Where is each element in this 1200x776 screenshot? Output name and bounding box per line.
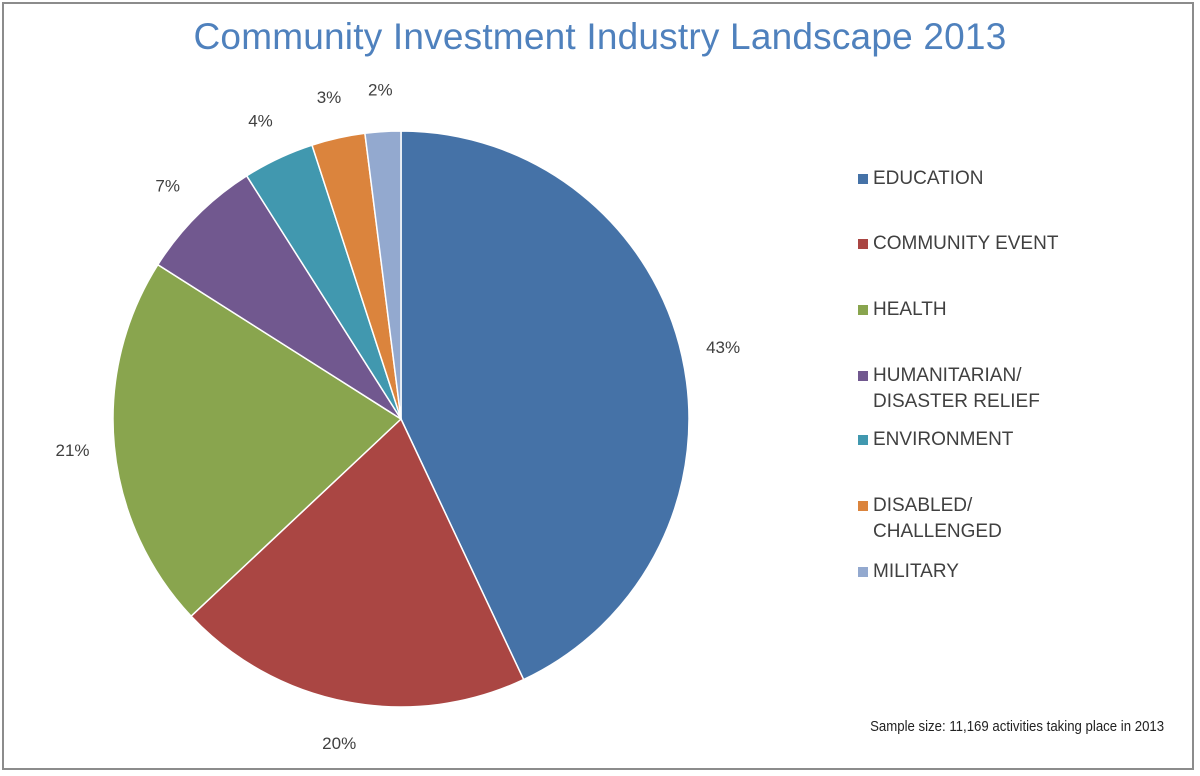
legend-swatch: [858, 305, 868, 315]
legend-item-disabled-challenged: DISABLED/ CHALLENGED: [858, 493, 1002, 545]
data-label-military: 2%: [368, 81, 393, 100]
legend-item-humanitarian-disaster-relief: HUMANITARIAN/ DISASTER RELIEF: [858, 363, 1040, 415]
pie-slice-humanitarian-disaster-relief: [156, 174, 402, 420]
legend-swatch: [858, 567, 868, 577]
pie-labels: 43% 20% 21% 7% 4% 3% 2%: [55, 81, 740, 754]
pie-slice-military: [364, 130, 402, 420]
legend-item-environment: ENVIRONMENT: [858, 427, 1013, 453]
data-label-environment: 4%: [248, 111, 273, 130]
data-label-humanitarian-disaster-relief: 7%: [155, 177, 180, 196]
legend-swatch: [858, 501, 868, 511]
legend-label: EDUCATION: [873, 168, 984, 189]
data-label-health: 21%: [55, 441, 89, 460]
pie-slice-health: [112, 263, 403, 618]
footnote: Sample size: 11,169 activities taking pl…: [869, 718, 1164, 735]
legend-label: HUMANITARIAN/ DISASTER RELIEF: [873, 365, 1040, 412]
legend-swatch: [858, 435, 868, 445]
legend-item-education: EDUCATION: [858, 166, 983, 192]
legend-swatch: [858, 174, 868, 184]
legend-swatch: [858, 371, 868, 381]
legend-swatch: [858, 239, 868, 249]
data-label-disabled-challenged: 3%: [317, 88, 342, 107]
data-label-education: 43%: [706, 338, 740, 357]
data-label-community-event: 20%: [322, 734, 356, 753]
legend-label: HEALTH: [873, 299, 947, 320]
legend-label: DISABLED/ CHALLENGED: [873, 495, 1002, 542]
legend-item-military: MILITARY: [858, 559, 959, 585]
legend-label: ENVIRONMENT: [873, 429, 1014, 450]
pie-slice-community-event: [189, 417, 525, 708]
legend-label: MILITARY: [873, 561, 959, 582]
pie-slice-education: [400, 130, 690, 681]
pie-slices: [112, 130, 690, 708]
chart-title: Community Investment Industry Landscape …: [193, 16, 1007, 57]
legend-item-community-event: COMMUNITY EVENT: [858, 231, 1058, 257]
legend-label: COMMUNITY EVENT: [873, 233, 1059, 254]
legend-item-health: HEALTH: [858, 297, 947, 323]
